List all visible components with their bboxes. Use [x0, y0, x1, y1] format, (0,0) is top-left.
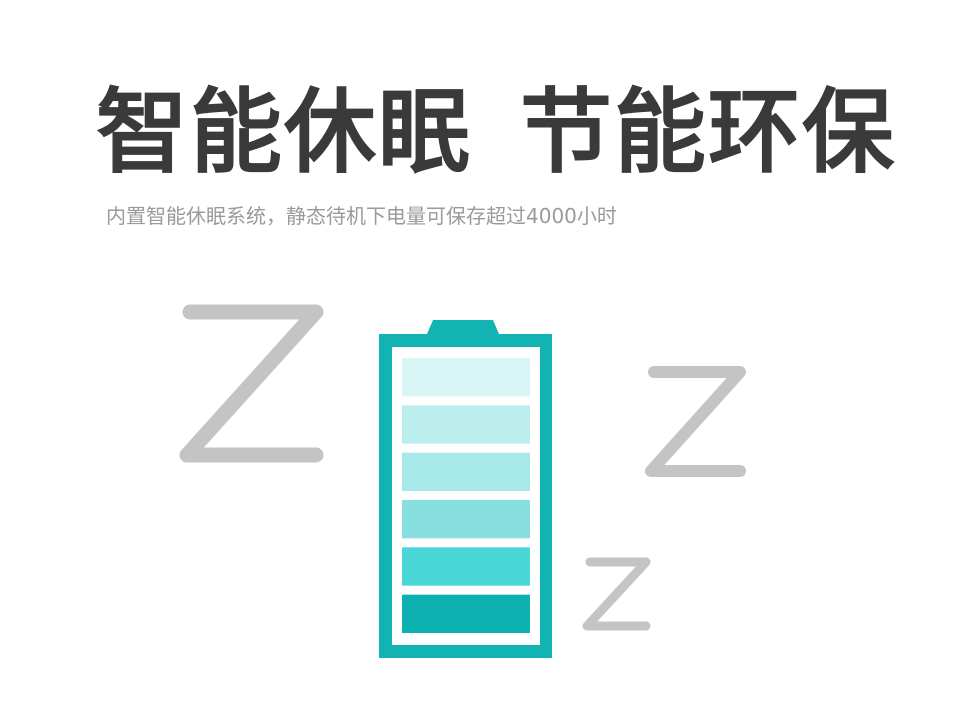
battery-cell: [402, 405, 530, 444]
battery-icon: [379, 320, 552, 658]
battery-cell: [402, 594, 530, 633]
battery-cell: [402, 358, 530, 397]
battery-cell: [402, 452, 530, 491]
battery-cell: [402, 547, 530, 586]
battery-cell: [402, 500, 530, 539]
subtitle: 内置智能休眠系统，静态待机下电量可保存超过4000小时: [106, 204, 617, 228]
medium-z-icon: [645, 366, 746, 477]
headline-part-1: 智能休眠: [96, 79, 473, 186]
battery-cells: [402, 358, 530, 633]
headline-part-2: 节能环保: [519, 79, 896, 186]
small-z-icon: [582, 557, 651, 631]
headline: 智能休眠 节能环保: [96, 78, 896, 188]
battery-terminal: [427, 320, 499, 334]
large-z-icon: [179, 304, 324, 463]
